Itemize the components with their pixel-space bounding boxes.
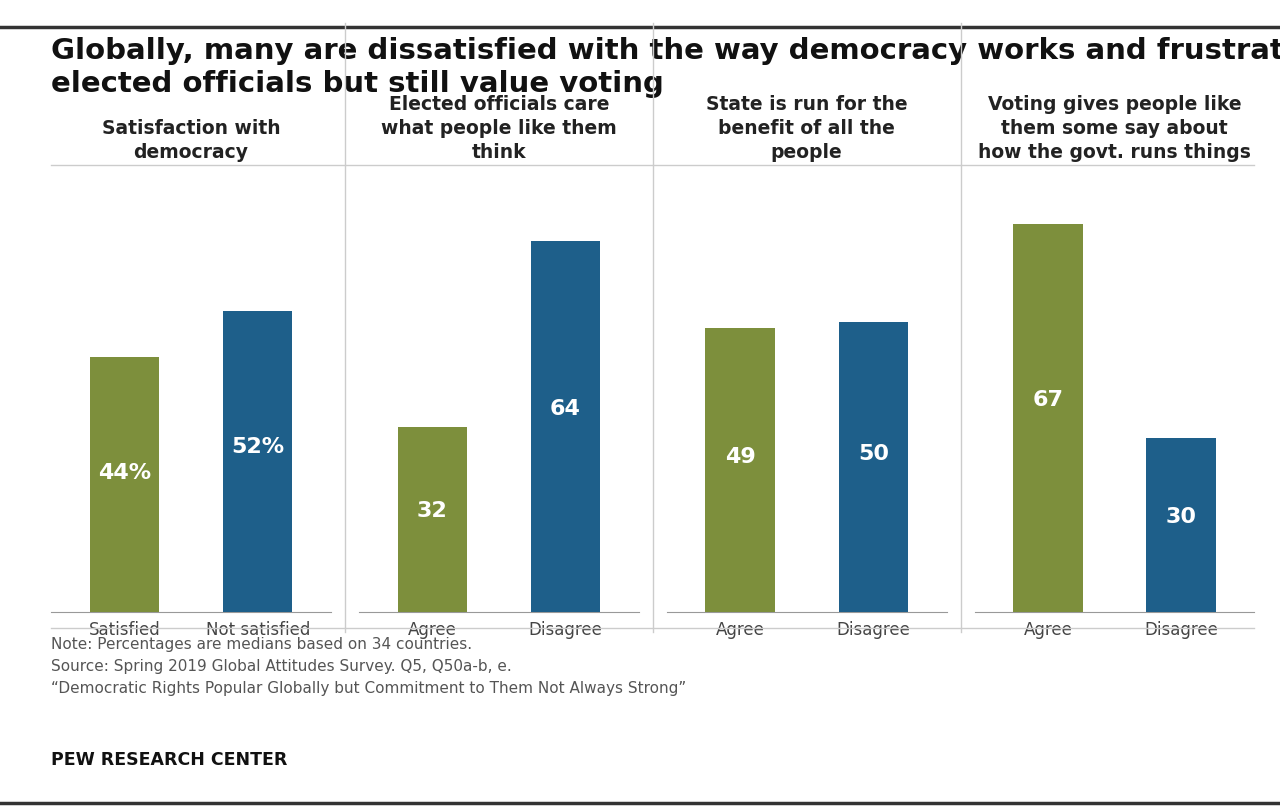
Text: Note: Percentages are medians based on 34 countries.
Source: Spring 2019 Global : Note: Percentages are medians based on 3… <box>51 637 686 695</box>
Text: Voting gives people like
them some say about
how the govt. runs things: Voting gives people like them some say a… <box>978 95 1251 162</box>
Text: State is run for the
benefit of all the
people: State is run for the benefit of all the … <box>705 95 908 162</box>
Text: 49: 49 <box>724 446 755 466</box>
Bar <box>223 311 292 612</box>
Text: 32: 32 <box>417 500 448 521</box>
Text: Satisfaction with
democracy: Satisfaction with democracy <box>102 119 280 162</box>
Text: 64: 64 <box>550 399 581 418</box>
Text: PEW RESEARCH CENTER: PEW RESEARCH CENTER <box>51 750 288 768</box>
Text: 30: 30 <box>1166 507 1197 527</box>
Bar <box>531 242 600 612</box>
Text: 67: 67 <box>1033 389 1064 409</box>
Bar <box>1014 225 1083 612</box>
Text: 52%: 52% <box>232 437 284 457</box>
Text: Globally, many are dissatisfied with the way democracy works and frustrated with: Globally, many are dissatisfied with the… <box>51 36 1280 98</box>
Bar <box>838 323 908 612</box>
Bar <box>1147 439 1216 612</box>
Text: 44%: 44% <box>99 462 151 483</box>
Text: Elected officials care
what people like them
think: Elected officials care what people like … <box>381 95 617 162</box>
Bar <box>90 358 159 612</box>
Bar <box>705 328 774 612</box>
Bar <box>398 427 467 612</box>
Text: 50: 50 <box>858 444 888 463</box>
